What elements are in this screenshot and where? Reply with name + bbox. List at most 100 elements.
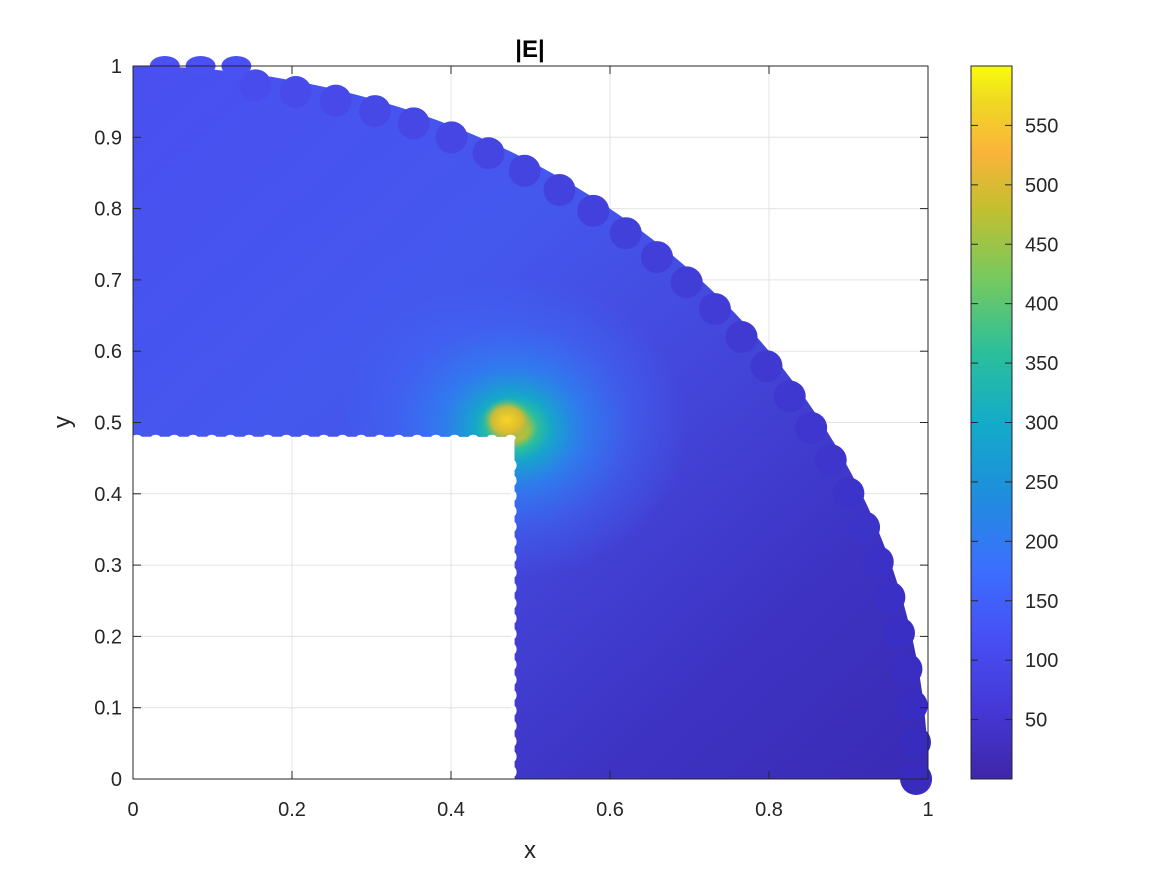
edge-notch	[510, 536, 517, 547]
y-tick-label: 0	[111, 769, 122, 791]
colorbar-tick-label: 300	[1025, 413, 1058, 435]
boundary-bump	[890, 653, 923, 686]
edge-notch	[510, 720, 517, 731]
boundary-bump	[895, 689, 928, 722]
boundary-bump	[750, 350, 783, 383]
edge-notch	[510, 613, 517, 624]
edge-notch	[412, 434, 423, 441]
edge-notch	[510, 766, 517, 777]
edge-notch	[449, 434, 460, 441]
y-tick-label: 1	[111, 56, 122, 78]
boundary-bump	[508, 154, 541, 187]
boundary-bump	[239, 69, 272, 102]
edge-notch	[510, 582, 517, 593]
edge-notch	[393, 434, 404, 441]
edge-notch	[510, 674, 517, 685]
colorbar-tick-label: 400	[1025, 294, 1058, 316]
edge-notch	[131, 434, 142, 441]
edge-notch	[510, 490, 517, 501]
edge-notch	[169, 434, 180, 441]
boundary-bump	[725, 321, 758, 354]
edge-notch	[510, 506, 517, 517]
edge-notch	[430, 434, 441, 441]
edge-notch	[510, 690, 517, 701]
boundary-bump	[319, 84, 352, 117]
boundary-bump	[670, 266, 703, 299]
boundary-bump	[848, 511, 881, 544]
edge-notch	[244, 434, 255, 441]
edge-notch	[486, 434, 497, 441]
edge-notch	[505, 434, 516, 441]
boundary-bump	[773, 380, 806, 413]
edge-notch	[510, 628, 517, 639]
x-axis-ticks: 0 0.2 0.4 0.6 0.8 1	[127, 66, 934, 821]
x-axis-label: x	[524, 837, 536, 864]
boundary-bump	[795, 411, 828, 444]
boundary-bump	[899, 726, 932, 759]
edge-notch	[510, 736, 517, 747]
y-tick-label: 0.5	[94, 413, 122, 435]
edge-notch	[510, 705, 517, 716]
edge-notch	[510, 475, 517, 486]
edge-notch	[206, 434, 217, 441]
boundary-bump	[861, 545, 894, 578]
boundary-bump	[873, 581, 906, 614]
boundary-bump	[472, 137, 505, 170]
boundary-bump	[358, 95, 391, 128]
edge-notch	[510, 598, 517, 609]
y-axis-ticks: 0 0.1 0.2 0.3 0.4 0.5 0.6 0.7 0.8 0.9 1	[94, 56, 928, 791]
boundary-bump	[435, 121, 468, 154]
edge-notch	[281, 434, 292, 441]
boundary-bump	[577, 194, 610, 227]
y-tick-label: 0.7	[94, 270, 122, 292]
y-tick-label: 0.4	[94, 484, 122, 506]
edge-notch	[510, 567, 517, 578]
edge-notch	[318, 434, 329, 441]
boundary-bump	[698, 293, 731, 326]
x-tick-label: 0.6	[596, 799, 624, 821]
colorbar-tick-label: 250	[1025, 472, 1058, 494]
edge-notch	[510, 751, 517, 762]
y-tick-label: 0.8	[94, 199, 122, 221]
y-tick-label: 0.9	[94, 127, 122, 149]
edge-notch	[188, 434, 199, 441]
x-tick-label: 0.4	[437, 799, 465, 821]
colorbar-tick-label: 450	[1025, 234, 1058, 256]
edge-notch	[510, 552, 517, 563]
edge-notch	[337, 434, 348, 441]
colorbar-tick-label: 200	[1025, 531, 1058, 553]
colorbar-ticks: 50 100 150 200 250 300 350 400 450 500 550	[971, 115, 1058, 732]
edge-notch	[150, 434, 161, 441]
chart-title: |E|	[515, 36, 544, 63]
edge-notch	[356, 434, 367, 441]
edge-notch	[468, 434, 479, 441]
colorbar-tick-label: 350	[1025, 353, 1058, 375]
edge-notch	[225, 434, 236, 441]
boundary-bump	[609, 217, 642, 250]
y-axis-label: y	[49, 416, 76, 428]
edge-notch	[510, 644, 517, 655]
y-tick-label: 0.6	[94, 341, 122, 363]
x-tick-label: 0.2	[278, 799, 306, 821]
x-tick-label: 1	[922, 799, 933, 821]
edge-notch	[510, 460, 517, 471]
colorbar-tick-label: 150	[1025, 591, 1058, 613]
boundary-bump	[832, 477, 865, 510]
edge-notch	[300, 434, 311, 441]
boundary-bump	[640, 241, 673, 274]
boundary-bump	[814, 444, 847, 477]
colorbar-tick-label: 100	[1025, 650, 1058, 672]
edge-notch	[510, 521, 517, 532]
x-tick-label: 0.8	[755, 799, 783, 821]
edge-notch	[374, 434, 385, 441]
boundary-bump	[397, 107, 430, 140]
colorbar-tick-label: 500	[1025, 175, 1058, 197]
colorbar-tick-label: 550	[1025, 115, 1058, 137]
y-tick-label: 0.1	[94, 698, 122, 720]
boundary-bump	[279, 76, 312, 109]
y-tick-label: 0.3	[94, 555, 122, 577]
colorbar-tick-label: 50	[1025, 710, 1047, 732]
edge-notch	[510, 659, 517, 670]
x-tick-label: 0	[127, 799, 138, 821]
